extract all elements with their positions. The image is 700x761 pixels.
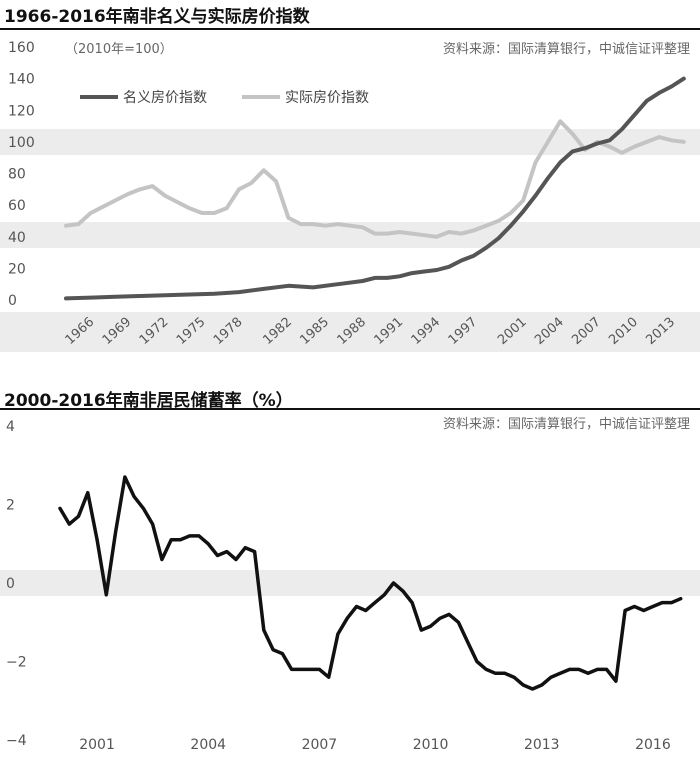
chart-1-ytick-label: 40 — [8, 230, 26, 246]
chart-1-nominal-real-house-price-index: （2010年=100） 资料来源：国际清算银行，中诚信证评整理 0 20 40 60 8… — [0, 40, 700, 352]
chart-2-ytick-label: 2 — [6, 498, 15, 514]
chart-2-xtick-label: 2016 — [635, 737, 671, 753]
chart-2-source: 资料来源：国际清算银行，中诚信证评整理 — [443, 417, 690, 432]
chart-2-band-near-zero — [0, 570, 700, 596]
chart-2-xtick-label: 2010 — [413, 737, 449, 753]
chart-2-x-axis: 2001 2004 2007 2010 2013 2016 — [79, 737, 671, 753]
chart-1-ytick-label: 100 — [8, 135, 35, 151]
chart-2-xtick-label: 2004 — [190, 737, 226, 753]
chart-1-y-axis: 0 20 40 60 80 100 120 140 160 — [8, 40, 35, 309]
chart-2-title: 2000-2016年南非居民储蓄率（%） — [4, 391, 293, 411]
chart-2-title-rule — [0, 408, 700, 410]
chart-1-ytick-label: 20 — [8, 261, 26, 277]
chart-2-bands — [0, 570, 700, 596]
chart-2-ytick-label: −2 — [6, 655, 27, 671]
chart-1-ytick-label: 120 — [8, 103, 35, 119]
chart-1-title-rule — [0, 28, 700, 30]
chart-1-legend: 名义房价指数 实际房价指数 — [80, 90, 369, 106]
legend-label-nominal: 名义房价指数 — [123, 90, 207, 106]
chart-2-ytick-label: 0 — [6, 576, 15, 592]
chart-2-y-axis: 4 2 0 −2 −4 — [6, 419, 27, 749]
chart-1-subtitle: （2010年=100） — [65, 42, 173, 57]
chart-1-title: 1966-2016年南非名义与实际房价指数 — [4, 7, 310, 27]
chart-1-ytick-label: 0 — [8, 293, 17, 309]
chart-2-ytick-label: −4 — [6, 733, 27, 749]
chart-1-ytick-label: 160 — [8, 40, 35, 56]
chart-2-xtick-label: 2013 — [524, 737, 560, 753]
chart-2-xtick-label: 2007 — [302, 737, 338, 753]
chart-1-ytick-label: 80 — [8, 167, 26, 183]
legend-label-real: 实际房价指数 — [285, 90, 369, 106]
chart-1-xaxis-band — [0, 312, 700, 352]
chart-1-ytick-label: 60 — [8, 198, 26, 214]
series-line-real — [64, 119, 686, 239]
chart-2-ytick-label: 4 — [6, 419, 15, 435]
chart-1-series — [64, 76, 686, 301]
chart-1-source: 资料来源：国际清算银行，中诚信证评整理 — [443, 42, 690, 57]
chart-2-series — [58, 475, 683, 691]
series-line-nominal — [64, 76, 686, 301]
series-line-savings-rate — [58, 475, 683, 691]
chart-2-xtick-label: 2001 — [79, 737, 115, 753]
chart-1-ytick-label: 140 — [8, 72, 35, 88]
